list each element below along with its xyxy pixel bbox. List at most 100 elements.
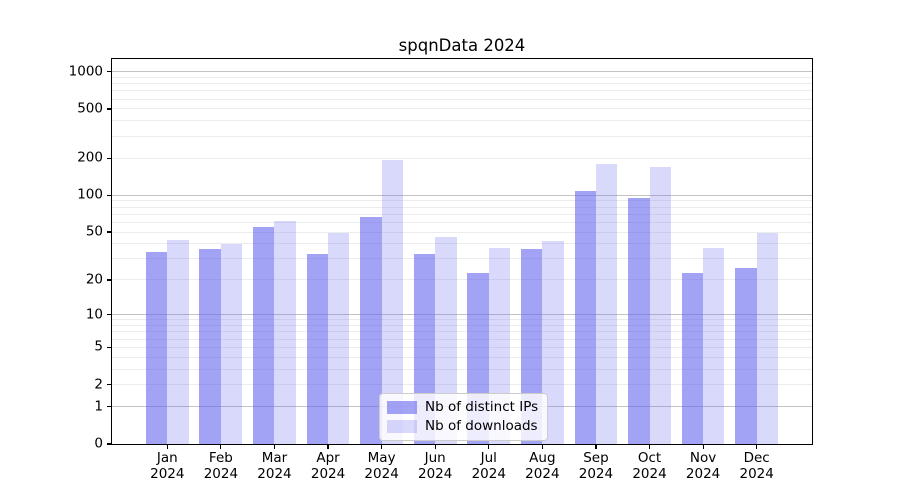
y-tick-label-0: 0 xyxy=(94,435,103,452)
minor-gridline-30 xyxy=(112,258,812,260)
x-tick-month: Mar xyxy=(261,450,288,466)
bar-oct-distinct-ips xyxy=(628,198,650,444)
legend-item-downloads: Nb of downloads xyxy=(387,418,538,434)
x-tick-mark-dec xyxy=(756,444,758,449)
x-tick-month: Jul xyxy=(480,450,497,466)
major-gridline-100 xyxy=(112,194,812,196)
y-tick-label-500: 500 xyxy=(77,100,103,117)
y-tick-label-20: 20 xyxy=(85,271,103,288)
minor-gridline-8 xyxy=(112,325,812,327)
y-tick-mark-20 xyxy=(107,279,112,281)
minor-gridline-7 xyxy=(112,331,812,333)
legend-label-distinct-ips: Nb of distinct IPs xyxy=(425,399,539,415)
x-tick-year: 2024 xyxy=(257,465,292,482)
x-tick-year: 2024 xyxy=(364,465,399,482)
x-tick-mark-jul xyxy=(488,444,490,449)
x-tick-label-feb: Feb 2024 xyxy=(203,450,239,482)
minor-gridline-600 xyxy=(112,98,812,100)
y-tick-label-100: 100 xyxy=(77,186,103,203)
x-tick-year: 2024 xyxy=(471,465,506,482)
legend-label-downloads: Nb of downloads xyxy=(425,418,538,434)
x-tick-label-mar: Mar 2024 xyxy=(257,450,292,482)
y-tick-label-1000: 1000 xyxy=(68,63,103,80)
bar-jun-downloads xyxy=(435,236,457,444)
x-tick-year: 2024 xyxy=(578,465,614,482)
minor-gridline-900 xyxy=(112,76,812,78)
minor-gridline-9 xyxy=(112,319,812,321)
minor-gridline-50 xyxy=(112,231,812,233)
x-tick-mark-jan xyxy=(166,444,168,449)
x-tick-mark-oct xyxy=(648,444,651,449)
x-tick-year: 2024 xyxy=(418,465,453,482)
minor-gridline-300 xyxy=(112,135,812,137)
bar-nov-distinct-ips xyxy=(681,272,704,444)
x-tick-mark-aug xyxy=(541,444,543,449)
x-tick-year: 2024 xyxy=(685,465,721,482)
legend: Nb of distinct IPs Nb of downloads xyxy=(379,393,549,441)
minor-gridline-40 xyxy=(112,243,812,245)
y-tick-label-5: 5 xyxy=(94,338,103,355)
y-tick-mark-5 xyxy=(107,346,112,349)
bar-aug-downloads xyxy=(542,241,564,444)
x-tick-mark-jun xyxy=(434,444,436,449)
bar-apr-distinct-ips xyxy=(306,253,329,444)
minor-gridline-200 xyxy=(112,157,812,159)
x-tick-label-aug: Aug 2024 xyxy=(525,450,560,482)
x-tick-year: 2024 xyxy=(525,465,560,482)
x-tick-mark-nov xyxy=(702,444,704,449)
bar-apr-downloads xyxy=(328,233,350,444)
x-tick-mark-may xyxy=(381,444,383,449)
minor-gridline-60 xyxy=(112,221,812,223)
minor-gridline-4 xyxy=(112,356,812,358)
x-tick-label-apr: Apr 2024 xyxy=(311,450,345,482)
x-tick-mark-feb xyxy=(220,444,222,449)
minor-gridline-3 xyxy=(112,368,812,370)
minor-gridline-800 xyxy=(112,83,812,85)
major-gridline-10 xyxy=(112,314,812,316)
bar-sep-downloads xyxy=(595,164,618,444)
minor-gridline-6 xyxy=(112,338,812,340)
y-tick-label-1: 1 xyxy=(94,398,103,415)
minor-gridline-400 xyxy=(112,120,812,122)
y-tick-mark-2 xyxy=(107,384,112,386)
bar-mar-distinct-ips xyxy=(253,227,275,444)
bar-dec-downloads xyxy=(756,233,779,444)
minor-gridline-700 xyxy=(112,90,812,92)
bar-oct-downloads xyxy=(649,166,671,444)
bar-jan-downloads xyxy=(167,240,189,444)
bar-mar-downloads xyxy=(274,220,296,444)
x-tick-month: Oct xyxy=(637,450,662,466)
minor-gridline-90 xyxy=(112,200,812,202)
x-tick-label-sep: Sep 2024 xyxy=(578,450,614,482)
x-tick-month: Apr xyxy=(316,450,340,466)
x-tick-month: Jun xyxy=(424,450,446,466)
x-tick-label-jun: Jun 2024 xyxy=(418,450,453,482)
x-tick-year: 2024 xyxy=(150,465,185,482)
plot-area xyxy=(112,59,812,444)
x-tick-mark-sep xyxy=(595,444,597,449)
minor-gridline-80 xyxy=(112,206,812,208)
x-tick-month: Feb xyxy=(208,450,233,466)
bar-jan-distinct-ips xyxy=(145,252,168,444)
x-tick-year: 2024 xyxy=(203,465,239,482)
legend-item-distinct-ips: Nb of distinct IPs xyxy=(387,399,538,415)
x-tick-label-dec: Dec 2024 xyxy=(739,450,773,482)
minor-gridline-500 xyxy=(112,108,812,110)
y-tick-mark-0 xyxy=(107,443,112,445)
x-tick-year: 2024 xyxy=(632,465,667,482)
bar-nov-downloads xyxy=(703,247,725,444)
y-tick-mark-500 xyxy=(107,108,112,110)
y-tick-mark-10 xyxy=(107,314,112,316)
y-tick-mark-1 xyxy=(107,406,112,408)
x-tick-label-may: May 2024 xyxy=(364,450,399,482)
x-tick-month: Jan xyxy=(156,450,178,466)
bar-feb-distinct-ips xyxy=(199,249,221,444)
y-tick-label-200: 200 xyxy=(77,149,103,166)
x-tick-label-jan: Jan 2024 xyxy=(150,450,185,482)
x-tick-mark-mar xyxy=(273,444,276,449)
chart-title: spqnData 2024 xyxy=(398,36,526,55)
x-tick-mark-apr xyxy=(327,444,329,449)
minor-gridline-2 xyxy=(112,384,812,386)
bar-may-distinct-ips xyxy=(360,217,382,444)
